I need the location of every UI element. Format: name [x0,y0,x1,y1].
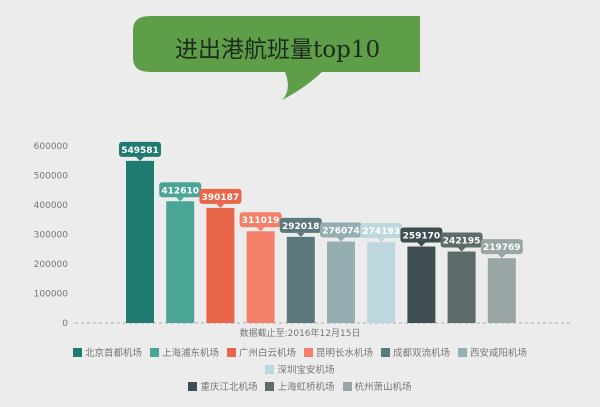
data-label-bg [199,188,242,204]
data-label-bg [159,182,202,198]
data-label-bg [360,223,403,239]
data-label: 549581 [121,146,159,156]
bar [407,246,436,323]
legend-swatch [265,382,275,391]
legend-label: 杭州萧山机场 [354,382,412,393]
legend-item[interactable]: 杭州萧山机场 [342,379,412,396]
data-label-pointer [377,238,386,243]
y-tick-label: 100000 [34,290,69,300]
data-label: 276074 [322,227,360,237]
legend-item[interactable]: 成都双流机场 [381,345,450,362]
data-label: 274193 [362,227,400,237]
legend-swatch [342,382,352,391]
data-label-bg [440,232,483,248]
data-label-pointer [337,237,345,242]
data-note: 数据截止至:2016年12月15日 [239,329,361,339]
chart-title: 进出港航班量top10 [175,37,381,63]
data-label: 242195 [443,237,481,247]
data-label-pointer [256,227,265,232]
legend-swatch [72,348,82,357]
legend-label: 广州白云机场 [238,348,296,359]
data-label: 412610 [161,186,199,196]
legend-label: 西安咸阳机场 [470,348,528,359]
y-tick-label: 200000 [34,260,69,270]
legend-swatch [188,382,198,391]
title-bubble [133,8,420,100]
data-label: 390187 [202,193,240,203]
data-label-bg [480,239,523,255]
legend-item[interactable]: 上海浦东机场 [149,345,219,362]
bar [327,241,355,323]
legend-swatch [304,348,313,357]
data-label-bg [279,217,322,233]
data-label: 219769 [483,243,521,253]
legend-swatch [381,348,391,357]
bar-chart: 0 100000 200000 300000 400000 500000 600000 549… [34,141,570,329]
legend-label: 北京首都机场 [84,348,142,359]
data-label: 311019 [242,216,280,226]
data-label-pointer [176,197,185,202]
legend-label: 上海浦东机场 [161,348,219,359]
legend-item[interactable]: 重庆江北机场 [188,379,257,396]
bar [447,251,476,323]
data-label-pointer [417,242,426,247]
legend-swatch [265,365,275,374]
data-label-bg [119,141,161,157]
data-label-pointer [136,156,144,161]
legend-item[interactable]: 昆明长水机场 [304,345,373,362]
legend-label: 成都双流机场 [393,348,451,359]
data-label-pointer [457,247,466,252]
data-label-pointer [216,203,225,208]
bar [126,160,154,323]
bar [286,236,315,323]
legend-item[interactable]: 广州白云机场 [226,345,296,362]
data-label-pointer [497,254,506,259]
legend-item[interactable]: 上海虹桥机场 [265,379,335,396]
legend-swatch [458,348,468,357]
y-tick-label: 400000 [34,201,69,211]
legend-swatch [226,348,236,357]
bar [367,242,396,323]
data-label: 292018 [282,222,320,232]
bar [206,207,235,323]
legend-label: 昆明长水机场 [316,348,374,359]
data-label-bg [400,227,443,243]
legend-label: 深圳宝安机场 [277,365,335,376]
data-label-bg [320,222,362,238]
legend-item[interactable]: 深圳宝安机场 [265,362,335,379]
legend-label: 上海虹桥机场 [277,382,335,393]
legend-label: 重庆江北机场 [200,382,258,393]
y-tick-label: 0 [62,319,68,329]
y-tick-label: 500000 [34,172,69,182]
legend: 北京首都机场 上海浦东机场 广州白云机场 昆明长水机场 成都双流机场 西安咸阳机场深圳宝安… [40,345,560,396]
bar [246,231,275,323]
bar [166,201,195,323]
legend-swatch [149,348,159,357]
y-tick-label: 300000 [34,231,69,241]
data-label-pointer [296,232,305,237]
y-tick-label: 600000 [34,142,69,152]
legend-item[interactable]: 北京首都机场 [72,345,142,362]
data-label-bg [239,212,282,228]
legend-item[interactable]: 西安咸阳机场 [458,345,527,362]
bar [487,258,516,323]
data-label: 259170 [403,232,441,242]
